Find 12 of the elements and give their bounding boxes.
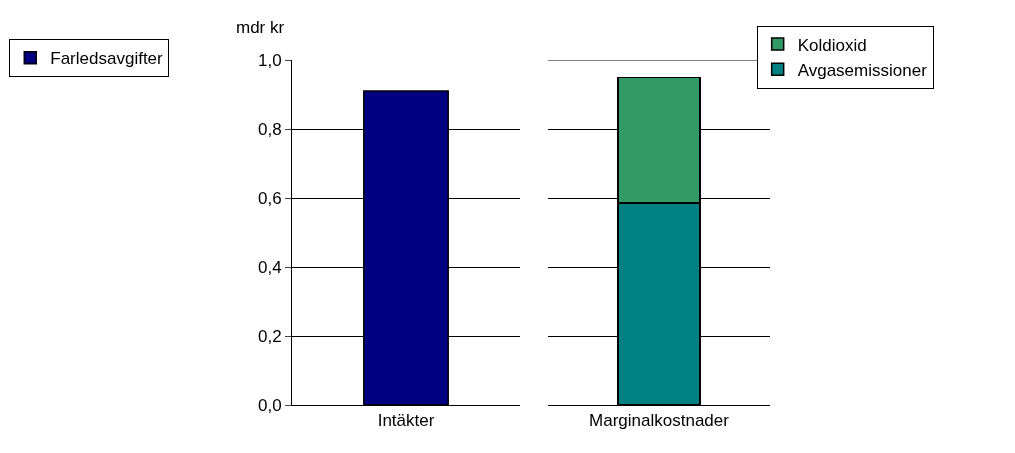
x-tick-label: Marginalkostnader <box>589 411 730 431</box>
legend-label: Koldioxid <box>797 35 867 55</box>
x-tick-label: Intäkter <box>377 411 435 431</box>
y-tick-label: 0,8 <box>257 119 282 139</box>
y-tick-label: 1,0 <box>257 50 282 70</box>
y-axis-title: mdr kr <box>236 18 285 37</box>
legend-label: Avgasemissioner <box>797 60 928 80</box>
y-tick-label: 0,0 <box>257 395 282 415</box>
y-tick-label: 0,6 <box>257 188 282 208</box>
legend-label: Farledsavgifter <box>50 49 164 69</box>
y-tick-label: 0,4 <box>257 257 282 277</box>
y-tick-label: 0,2 <box>257 326 282 346</box>
